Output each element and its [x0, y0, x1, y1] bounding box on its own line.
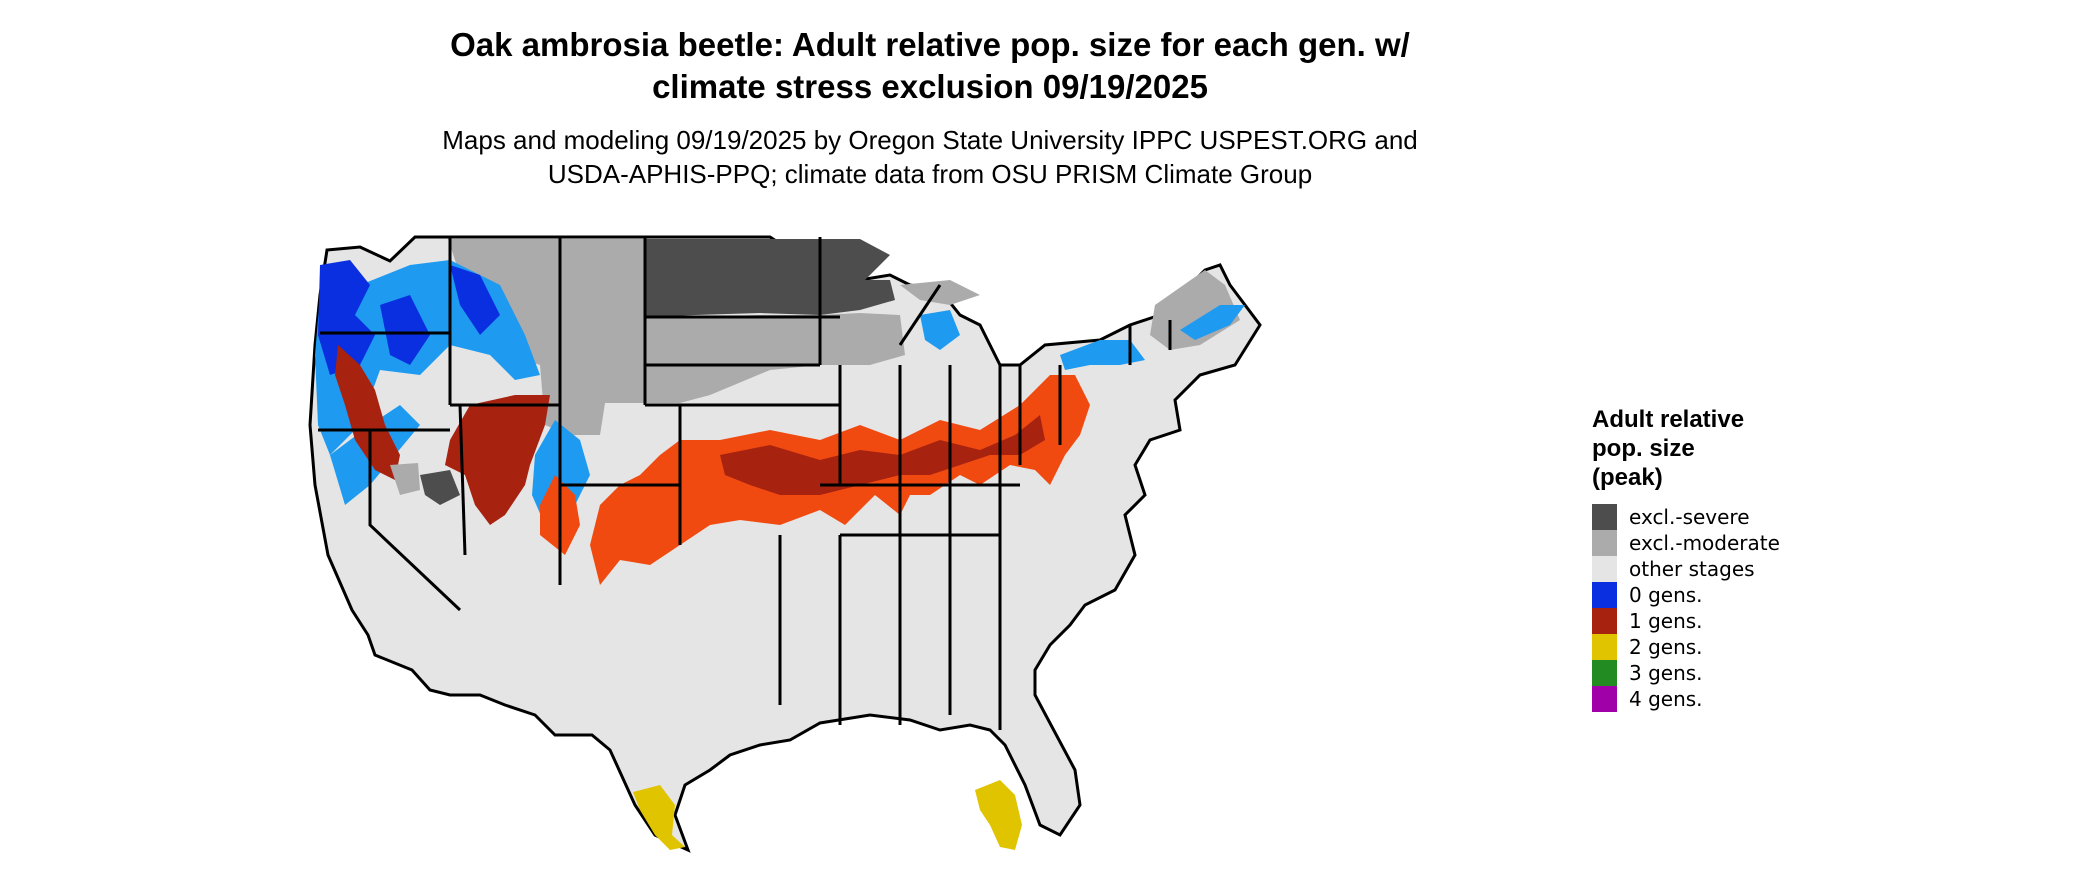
legend-swatch	[1592, 660, 1617, 686]
map-title-line1: Oak ambrosia beetle: Adult relative pop.…	[450, 26, 1410, 63]
map-subtitle-line1: Maps and modeling 09/19/2025 by Oregon S…	[442, 125, 1418, 155]
legend-item-4-gens: 4 gens.	[1592, 686, 1892, 712]
map-title-line2: climate stress exclusion 09/19/2025	[652, 68, 1208, 105]
map-subtitle: Maps and modeling 09/19/2025 by Oregon S…	[260, 123, 1600, 191]
legend-swatch	[1592, 504, 1617, 530]
excl-severe-region-wisconsin	[820, 280, 895, 315]
legend-title-line2: pop. size	[1592, 435, 1695, 462]
zero-gens-region-northwest-dark	[318, 260, 375, 375]
zero-gens-region-northeast-light	[1060, 340, 1145, 370]
legend-swatch	[1592, 556, 1617, 582]
legend-swatch	[1592, 686, 1617, 712]
legend-item-other-stages: other stages	[1592, 556, 1892, 582]
us-map	[308, 235, 1262, 853]
one-gens-region-california-dark	[335, 345, 400, 480]
excl-moderate-region-southwest	[390, 463, 420, 495]
zero-gens-region-idaho-dark	[450, 265, 500, 335]
zero-gens-region-maine-light	[1180, 305, 1245, 340]
zero-gens-region-greatlakes-light	[920, 310, 960, 350]
map-title: Oak ambrosia beetle: Adult relative pop.…	[260, 24, 1600, 108]
legend-label: excl.-severe	[1629, 505, 1750, 529]
legend-swatch	[1592, 634, 1617, 660]
legend-label: 2 gens.	[1629, 635, 1703, 659]
one-gens-region-south-dark	[720, 415, 1045, 495]
legend-title-line1: Adult relative	[1592, 406, 1745, 433]
legend-item-excl-moderate: excl.-moderate	[1592, 530, 1892, 556]
legend-item-1-gens: 1 gens.	[1592, 608, 1892, 634]
legend-label: 4 gens.	[1629, 687, 1703, 711]
legend-item-2-gens: 2 gens.	[1592, 634, 1892, 660]
zero-gens-region-cascades-dark	[380, 295, 430, 365]
two-gens-region-south-texas	[633, 785, 685, 850]
excl-moderate-region-plains	[448, 239, 905, 435]
legend-label: excl.-moderate	[1629, 531, 1780, 555]
legend-label: 3 gens.	[1629, 661, 1703, 685]
map-subtitle-line2: USDA-APHIS-PPQ; climate data from OSU PR…	[547, 159, 1313, 189]
legend-swatch	[1592, 608, 1617, 634]
two-gens-region-florida	[975, 780, 1022, 850]
legend-item-0-gens: 0 gens.	[1592, 582, 1892, 608]
legend-label: 0 gens.	[1629, 583, 1703, 607]
legend-swatch	[1592, 530, 1617, 556]
legend-title-line3: (peak)	[1592, 464, 1663, 491]
legend-item-3-gens: 3 gens.	[1592, 660, 1892, 686]
legend-label: other stages	[1629, 557, 1755, 581]
excl-moderate-region-michigan	[900, 280, 980, 305]
legend-title: Adult relative pop. size (peak)	[1592, 405, 1892, 492]
legend-label: 1 gens.	[1629, 609, 1703, 633]
legend-swatch	[1592, 582, 1617, 608]
state-borders	[318, 237, 1172, 730]
legend: Adult relative pop. size (peak) excl.-se…	[1592, 405, 1892, 712]
one-gens-region-southwest-dark	[445, 395, 550, 525]
excl-severe-region-southwest	[420, 470, 460, 505]
legend-item-excl-severe: excl.-severe	[1592, 504, 1892, 530]
